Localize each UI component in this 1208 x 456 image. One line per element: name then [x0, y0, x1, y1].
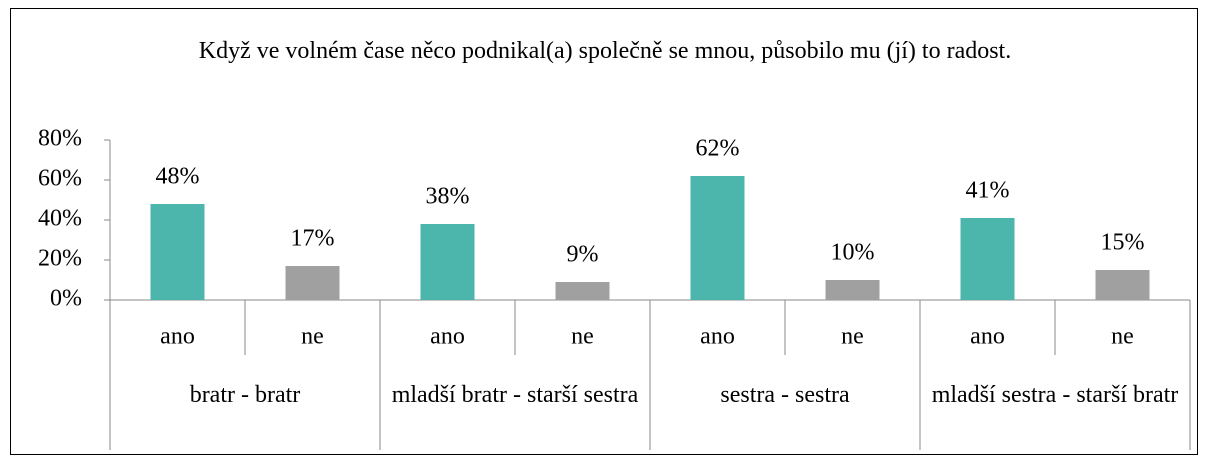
- group-label-box: mladší sestra - starší bratr: [931, 382, 1179, 408]
- bar: [960, 218, 1015, 300]
- title-box: Když ve volném čase něco podnikal(a) spo…: [198, 38, 1012, 64]
- x-tick-label: ne: [571, 324, 594, 350]
- y-tick-label: 40%: [38, 206, 82, 232]
- group-label-box: bratr - bratr: [189, 382, 301, 408]
- bar: [690, 176, 745, 300]
- group-label: mladší sestra - starší bratr: [931, 382, 1179, 408]
- bar: [150, 204, 205, 300]
- group-label: sestra - sestra: [720, 382, 850, 408]
- x-tick-label: ne: [841, 324, 864, 350]
- bar: [825, 280, 880, 300]
- bar: [555, 282, 610, 300]
- x-tick-label: ano: [700, 324, 735, 350]
- y-tick-label: 20%: [38, 246, 82, 272]
- y-tick-label: 0%: [50, 286, 82, 312]
- data-label: 38%: [426, 184, 470, 210]
- bar: [1095, 270, 1150, 300]
- data-label: 41%: [966, 178, 1010, 204]
- y-tick-label: 80%: [38, 126, 82, 152]
- x-tick-label: ano: [160, 324, 195, 350]
- group-label-box: mladší bratr - starší sestra: [391, 382, 639, 408]
- x-tick-label: ano: [970, 324, 1005, 350]
- x-tick-label: ne: [1111, 324, 1134, 350]
- bar: [420, 224, 475, 300]
- x-tick-label: ne: [301, 324, 324, 350]
- chart-title: Když ve volném čase něco podnikal(a) spo…: [198, 38, 1012, 64]
- data-label: 17%: [291, 226, 335, 252]
- data-label: 48%: [156, 164, 200, 190]
- x-tick-label: ano: [430, 324, 465, 350]
- data-label: 15%: [1101, 230, 1145, 256]
- y-tick-label: 60%: [38, 166, 82, 192]
- data-label: 62%: [696, 136, 740, 162]
- group-label-box: sestra - sestra: [720, 382, 850, 408]
- bar: [285, 266, 340, 300]
- data-label: 10%: [831, 240, 875, 266]
- group-label: bratr - bratr: [189, 382, 301, 408]
- data-label: 9%: [567, 242, 599, 268]
- group-label: mladší bratr - starší sestra: [391, 382, 639, 408]
